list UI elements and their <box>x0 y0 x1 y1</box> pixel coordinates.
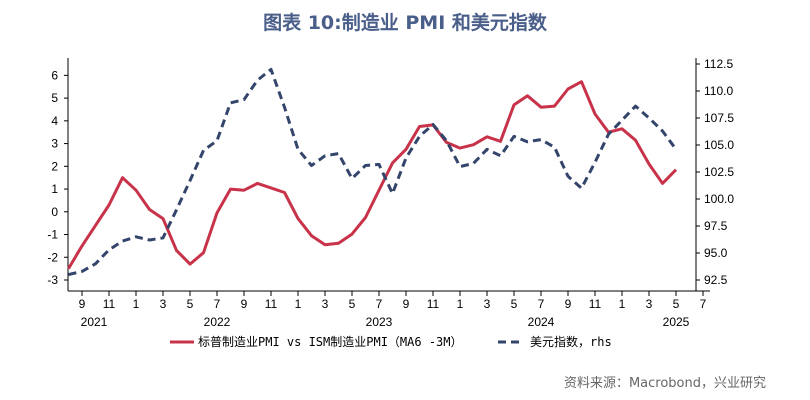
series-layer <box>67 67 678 277</box>
x-tick-label: 3 <box>160 297 167 311</box>
x-tick-label: 1 <box>295 297 302 311</box>
x-tick-label: 9 <box>403 297 410 311</box>
x-tick-label: 5 <box>511 297 518 311</box>
x-tick-label: 7 <box>214 297 221 311</box>
source-note: 资料来源：Macrobond，兴业研究 <box>563 376 766 391</box>
x-tick-label: 1 <box>133 297 140 311</box>
right-tick-label: 112.5 <box>704 57 733 71</box>
x-tick-label: 1 <box>457 297 464 311</box>
left-tick-label: 6 <box>51 68 58 82</box>
x-tick-label: 11 <box>103 297 116 311</box>
right-tick-label: 107.5 <box>704 111 734 125</box>
x-tick-label: 9 <box>241 297 248 311</box>
x-tick-label: 7 <box>538 297 545 311</box>
x-year-label: 2024 <box>528 315 555 329</box>
right-tick-label: 97.5 <box>704 219 728 233</box>
legend: 标普制造业PMI vs ISM制造业PMI（MA6 -3M） 美元指数，rhs <box>170 334 612 349</box>
x-tick-label: 9 <box>79 297 86 311</box>
x-tick-label: 7 <box>700 297 707 311</box>
left-tick-label: -2 <box>47 250 58 264</box>
left-tick-label: 2 <box>51 159 58 173</box>
left-tick-label: 0 <box>51 205 58 219</box>
series-pmi-line <box>67 80 678 270</box>
right-tick-label: 110.0 <box>704 84 733 98</box>
x-tick-label: 5 <box>349 297 356 311</box>
x-tick-label: 11 <box>265 297 278 311</box>
x-tick-label: 7 <box>376 297 383 311</box>
x-tick-label: 9 <box>565 297 572 311</box>
right-tick-label: 92.5 <box>704 273 728 287</box>
left-tick-label: -3 <box>47 273 58 287</box>
x-year-label: 2023 <box>366 315 393 329</box>
x-tick-label: 3 <box>322 297 329 311</box>
x-year-label: 2025 <box>663 315 690 329</box>
legend-label-pmi: 标普制造业PMI vs ISM制造业PMI（MA6 -3M） <box>198 335 463 349</box>
x-tick-label: 3 <box>646 297 653 311</box>
right-tick-label: 102.5 <box>704 165 734 179</box>
legend-label-dxy: 美元指数，rhs <box>530 334 612 349</box>
left-tick-label: 3 <box>51 137 58 151</box>
x-tick-label: 5 <box>187 297 194 311</box>
axes: -3 -2 -1 0 1 2 3 4 5 6 92.5 95.0 97.5 100.0 102.5 105.0… <box>47 57 734 329</box>
left-tick-label: -1 <box>47 228 58 242</box>
right-tick-label: 100.0 <box>704 192 734 206</box>
x-tick-label: 11 <box>589 297 602 311</box>
right-tick-label: 95.0 <box>704 246 728 260</box>
x-tick-label: 5 <box>673 297 680 311</box>
right-tick-label: 105.0 <box>704 138 734 152</box>
x-tick-label: 11 <box>427 297 440 311</box>
left-tick-label: 4 <box>51 114 58 128</box>
x-tick-label: 3 <box>484 297 491 311</box>
x-year-label: 2021 <box>81 315 108 329</box>
chart-title: 图表 10:制造业 PMI 和美元指数 <box>263 12 547 34</box>
left-tick-label: 5 <box>51 91 58 105</box>
x-tick-label: 1 <box>619 297 626 311</box>
left-tick-label: 1 <box>51 182 58 196</box>
series-dxy-line <box>68 67 678 277</box>
x-year-label: 2022 <box>204 315 231 329</box>
